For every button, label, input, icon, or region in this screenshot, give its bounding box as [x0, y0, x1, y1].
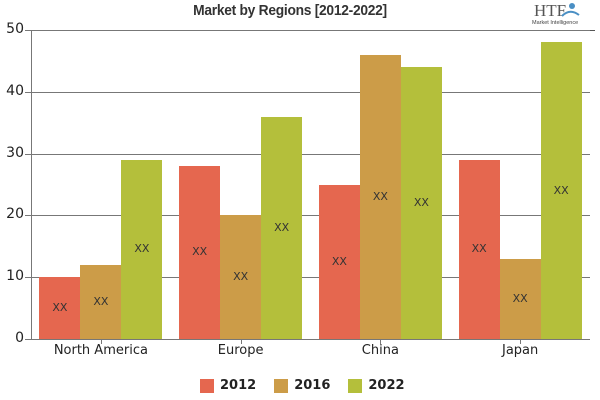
legend-item-2016[interactable]: 2016 — [274, 378, 330, 393]
y-tick-label: 0 — [15, 330, 24, 346]
bar-value-label: XX — [413, 196, 429, 210]
bar-china-2016[interactable]: XX — [359, 54, 401, 339]
bar-value-label: XX — [274, 220, 290, 234]
bar-europe-2022[interactable]: XX — [261, 116, 303, 339]
y-tick-label: 40 — [6, 82, 24, 99]
y-tick-mark — [25, 339, 31, 340]
x-axis-line — [31, 339, 590, 340]
bar-value-label: XX — [134, 242, 150, 256]
y-tick-label: 20 — [6, 206, 24, 223]
bar-north-america-2022[interactable]: XX — [121, 159, 163, 339]
x-tick-label: Japan — [501, 343, 539, 358]
legend-item-2022[interactable]: 2022 — [348, 378, 405, 393]
y-tick-mark — [25, 215, 31, 217]
gridline — [31, 277, 590, 279]
bar-north-america-2012[interactable]: XX — [39, 277, 81, 339]
gridline — [31, 153, 590, 155]
y-tick-label: 10 — [6, 268, 24, 285]
bar-value-label: XX — [471, 242, 487, 256]
y-tick-mark — [25, 277, 31, 279]
htf-logo: HTF Market Intelligence — [500, 1, 600, 31]
y-tick-mark — [25, 153, 31, 155]
x-tick-label: Europe — [217, 343, 264, 358]
x-tick-mark — [380, 339, 382, 344]
logo-swoosh-icon — [561, 3, 580, 17]
bar-value-label: XX — [512, 291, 528, 305]
gridline — [31, 91, 590, 93]
bar-value-label: XX — [192, 245, 208, 259]
plot-area: XX XX XX XX XX XX XX XX XX XX XX XX — [31, 30, 590, 339]
bar-value-label: XX — [52, 301, 68, 315]
x-tick-label: North America — [53, 343, 148, 358]
legend-swatch-icon — [200, 378, 214, 393]
logo-tagline: Market Intelligence — [532, 20, 579, 26]
x-tick-mark — [520, 339, 522, 344]
legend-label: 2012 — [220, 378, 257, 393]
bar-value-label: XX — [331, 254, 347, 268]
gridline — [31, 215, 590, 217]
bar-value-label: XX — [233, 270, 249, 284]
legend-label: 2016 — [294, 378, 331, 393]
bar-japan-2012[interactable]: XX — [458, 159, 500, 339]
bar-china-2022[interactable]: XX — [400, 67, 442, 339]
bar-value-label: XX — [372, 189, 388, 203]
legend: 2012 2016 2022 — [200, 378, 405, 393]
bar-value-label: XX — [553, 183, 569, 197]
legend-item-2012[interactable]: 2012 — [200, 378, 256, 393]
x-tick-label: China — [361, 343, 399, 358]
legend-swatch-icon — [348, 378, 363, 393]
y-tick-label: 30 — [6, 144, 24, 161]
bar-europe-2016[interactable]: XX — [220, 215, 262, 339]
y-tick-label: 50 — [6, 21, 24, 37]
logo-brand: HTF — [534, 1, 567, 20]
bar-japan-2022[interactable]: XX — [540, 42, 582, 339]
y-axis-line — [31, 30, 32, 340]
gridline — [31, 30, 590, 31]
bar-europe-2012[interactable]: XX — [179, 165, 221, 339]
chart-title: Market by Regions [2012-2022] — [193, 2, 387, 19]
x-tick-mark — [240, 339, 242, 344]
bar-china-2012[interactable]: XX — [318, 184, 360, 339]
legend-label: 2022 — [368, 378, 405, 393]
bar-north-america-2016[interactable]: XX — [80, 264, 122, 339]
bar-japan-2016[interactable]: XX — [499, 258, 541, 339]
x-tick-mark — [100, 339, 102, 344]
y-tick-mark — [25, 91, 31, 93]
bar-value-label: XX — [93, 294, 109, 308]
legend-swatch-icon — [274, 378, 289, 393]
y-tick-mark — [25, 30, 31, 31]
